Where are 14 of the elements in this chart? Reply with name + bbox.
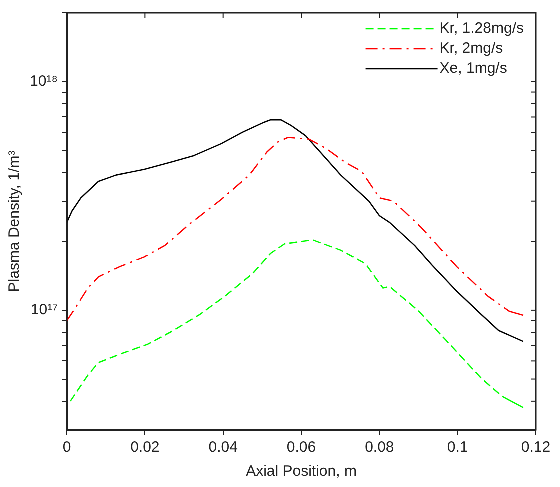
x-tick-label: 0.02 (130, 439, 160, 456)
legend-label: Kr, 2mg/s (440, 40, 504, 58)
x-tick-label: 0.08 (365, 439, 394, 456)
legend-label: Kr, 1.28mg/s (440, 20, 524, 38)
x-tick-label: 0.12 (521, 439, 551, 456)
legend-label: Xe, 1mg/s (440, 60, 508, 78)
x-tick-label: 0.04 (208, 439, 238, 456)
x-axis-title: Axial Position, m (246, 463, 357, 480)
x-tick-label: 0.1 (447, 439, 468, 456)
y-tick-label: 10¹⁸ (30, 72, 58, 90)
x-tick-label: 0.06 (286, 439, 316, 456)
y-tick-label: 10¹⁷ (30, 302, 58, 319)
x-tick-label: 0 (62, 439, 72, 456)
y-axis-title: Plasma Density, 1/m³ (6, 150, 24, 292)
